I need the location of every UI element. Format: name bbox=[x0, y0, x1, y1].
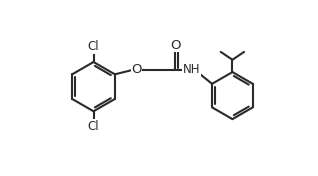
Text: Cl: Cl bbox=[88, 120, 99, 133]
Text: NH: NH bbox=[183, 63, 200, 76]
Text: O: O bbox=[131, 63, 142, 76]
Text: O: O bbox=[170, 39, 181, 52]
Text: Cl: Cl bbox=[88, 40, 99, 54]
